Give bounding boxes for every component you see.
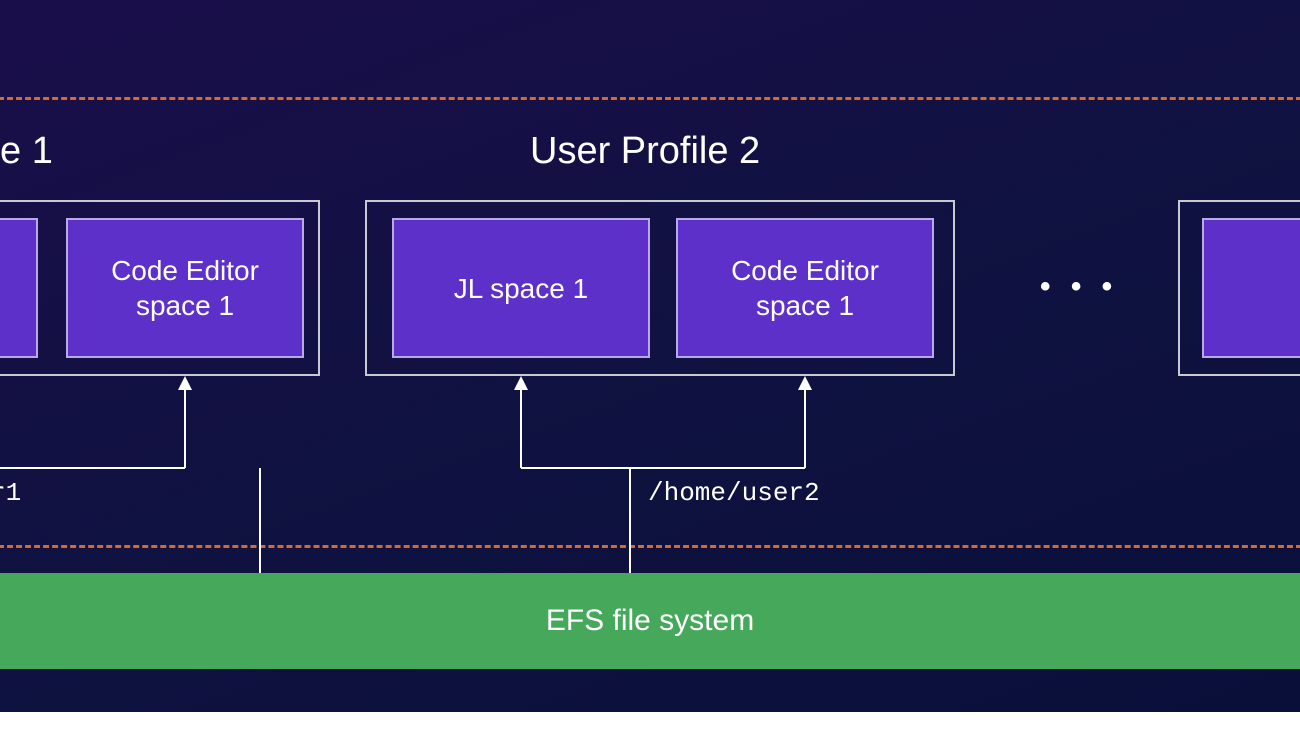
profile-1-title-fragment: e 1 [0,130,53,173]
profile-2-box-space-1: JL space 1 [392,218,650,358]
domain-border-top [0,97,1300,100]
p2-connector-v2 [804,390,806,468]
p1-connector-h [0,467,185,469]
p2-connector-h [521,467,805,469]
p2-connector-stem [629,468,631,573]
arrow-head-icon [514,376,528,390]
p2-path-label: /home/user2 [648,478,820,508]
profile-2-box-space-2: Code Editor space 1 [676,218,934,358]
efs-bar: EFS file system [0,573,1300,669]
arrow-head-icon [178,376,192,390]
diagram-canvas: e 1User Profile 2Code Editor space 1JL s… [0,0,1300,712]
profile-3-box-space-1 [1202,218,1300,358]
p1-path-label: r1 [0,478,21,508]
arrow-head-icon [798,376,812,390]
profile-2-title: User Profile 2 [530,130,760,173]
page: e 1User Profile 2Code Editor space 1JL s… [0,0,1300,731]
profile-1-box-space-2: Code Editor space 1 [66,218,304,358]
p2-connector-v1 [520,390,522,468]
p1-connector-v [184,390,186,468]
p1-connector-stem [259,468,261,573]
profile-1-box-space-1 [0,218,38,358]
ellipsis: • • • [1040,270,1118,304]
domain-border-bottom [0,545,1300,548]
